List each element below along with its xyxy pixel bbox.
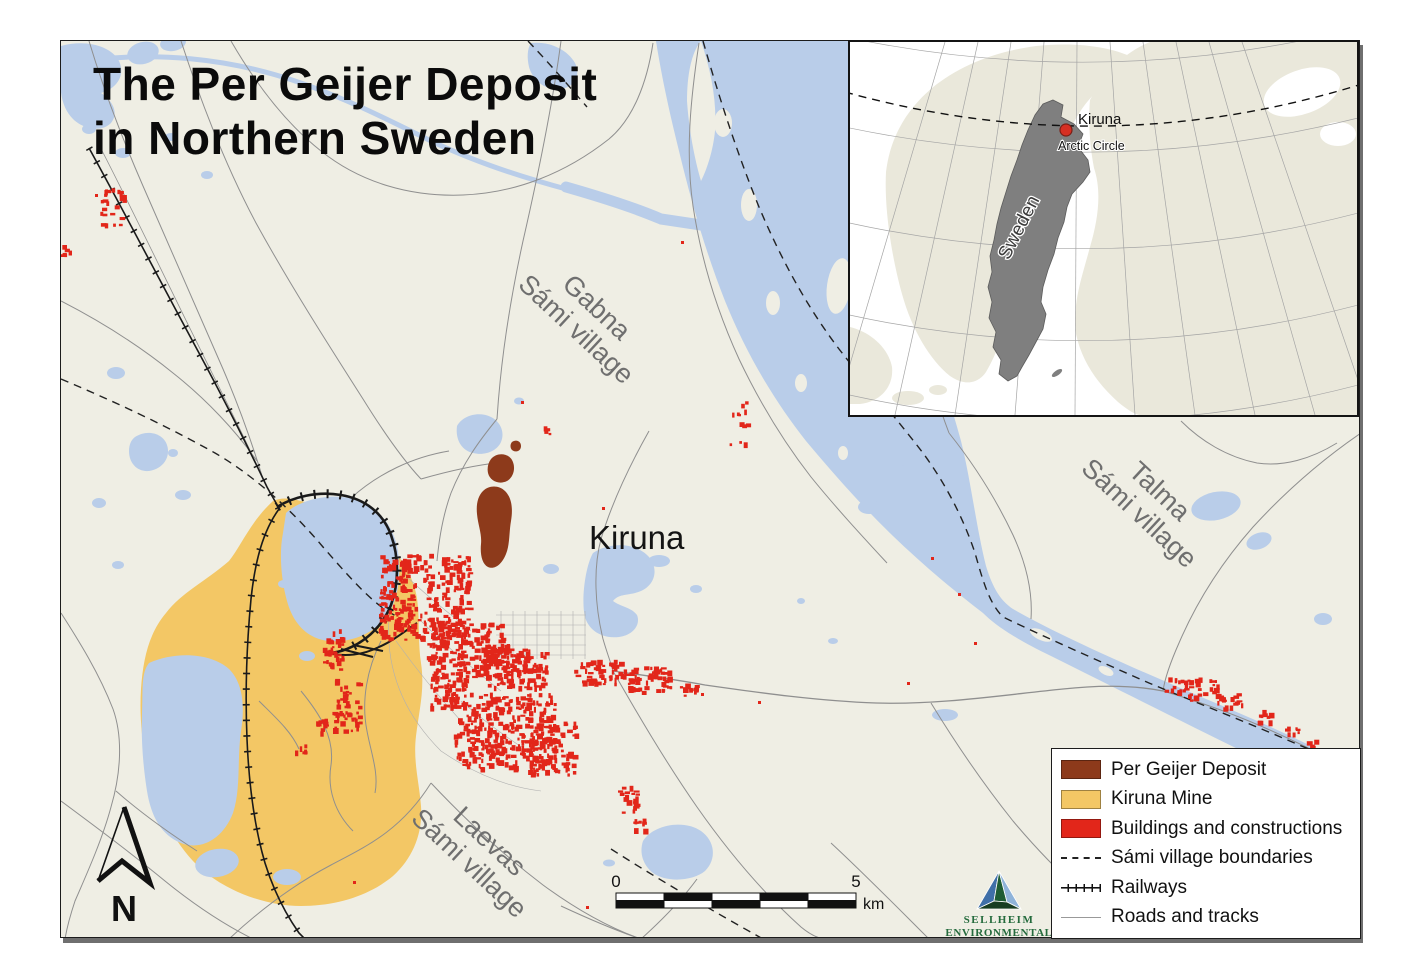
per-geijer-deposit [476,440,521,568]
logo-triangle-icon [976,870,1023,910]
legend-label-deposit: Per Geijer Deposit [1111,758,1267,780]
legend-row-mine: Kiruna Mine [1060,788,1352,810]
legend-row-deposit: Per Geijer Deposit [1060,759,1352,781]
north-arrow-thick-edge [96,806,156,891]
scale-bar: 0 5 km [611,872,884,913]
legend-row-buildings: Buildings and constructions [1060,818,1352,840]
inset-gotland [1051,368,1063,378]
inset-white-sea [1263,67,1356,146]
rivers [98,54,707,231]
buildings-layer [61,188,1320,909]
railway-line-sample [1061,883,1101,892]
scale-start-label: 0 [611,872,620,891]
inset-arctic-circle-line [844,83,1363,127]
logo-line2: ENVIRONMENTAL [945,927,1052,938]
islands [687,41,1114,676]
buildings-swatch [1061,819,1101,839]
railways [85,146,418,937]
inset-arctic-circle-label: Arctic Circle [1058,139,1125,153]
inset-kiruna-label: Kiruna [1078,111,1122,128]
legend-row-roads: Roads and tracks [1060,906,1352,928]
logo-line1: SELLHEIM [964,914,1035,926]
legend-label-roads: Roads and tracks [1111,906,1259,928]
sellheim-logo: SELLHEIM ENVIRONMENTAL [945,870,1052,938]
mine-swatch [1061,789,1101,809]
boundary-line-sample [1061,857,1101,860]
deposit-swatch [1061,760,1101,780]
inset-sweden [987,99,1091,382]
legend-label-boundaries: Sámi village boundaries [1111,847,1313,869]
legend-row-boundaries: Sámi village boundaries [1060,847,1352,869]
legend-label-mine: Kiruna Mine [1111,788,1213,810]
north-arrow-thin-edge [97,806,125,882]
road-line-sample [1061,916,1101,918]
legend-label-buildings: Buildings and constructions [1111,817,1343,839]
inset-kiruna-dot [1059,123,1073,137]
scale-unit-label: km [863,896,884,913]
inset-overview-map: Kiruna Arctic Circle Sweden [834,26,1371,422]
legend-label-railways: Railways [1111,876,1188,898]
scale-end-label: 5 [851,872,860,891]
legend-row-railways: Railways [1060,877,1352,899]
legend: Per Geijer Deposit Kiruna Mine Buildings… [1051,748,1361,939]
north-label: N [111,888,137,929]
north-arrow: N [96,806,156,929]
